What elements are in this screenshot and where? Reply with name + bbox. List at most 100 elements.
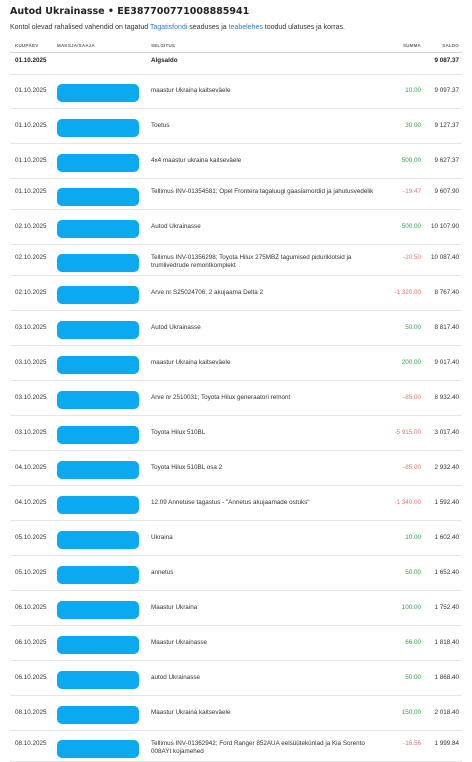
info-sheet-link[interactable]: teabelehes [228,24,263,31]
row-balance: 3 017.40 [424,415,462,451]
row-description: Maastur Ukraina [146,590,386,626]
row-sum: -18.56 [386,730,424,762]
row-balance: 1 818.40 [424,625,462,661]
table-row[interactable]: 06.10.2025 autod Ukrainasse 50.00 1 868.40 [10,660,462,696]
row-date: 02.10.2025 [10,209,52,245]
row-sum: -85.00 [386,380,424,416]
row-date: 02.10.2025 [10,244,52,276]
row-balance: 9 097.37 [424,74,462,109]
row-sum: 66.00 [386,625,424,661]
row-description: Autod Ukrainasse [146,310,386,346]
row-balance: 8 767.40 [424,275,462,311]
table-row[interactable]: 01.10.2025 maastur Ukraina kaitseväele 10.… [10,74,462,109]
payer-redaction-block [57,671,139,689]
row-date: 03.10.2025 [10,415,52,451]
table-row[interactable]: 03.10.2025 Arve nr 2510031; Toyota Hilux … [10,380,462,416]
row-balance: 8 817.40 [424,310,462,346]
row-date: 03.10.2025 [10,310,52,346]
transactions-table: KUUPÄEV MAKSJA/SAAJA SELGITUS SUMMA SALD… [10,40,462,762]
row-date: 01.10.2025 [10,178,52,210]
opening-balance-row: 01.10.2025 Algsaldo 9 087.37 [10,52,462,75]
payer-redaction-block [57,496,139,514]
table-row[interactable]: 03.10.2025 Toyota Hilux 510BL -5 915.00 3 0… [10,415,462,451]
row-payer [52,178,146,210]
table-row[interactable]: 01.10.2025 Tellimus INV-01354581; Opel Fr… [10,178,462,210]
table-row[interactable]: 03.10.2025 maastur Ukraina kaitseväele 200… [10,345,462,381]
row-payer [52,695,146,731]
row-balance: 10 087.40 [424,244,462,276]
opening-balance: 9 087.37 [424,52,462,75]
table-row[interactable]: 02.10.2025 Autod Ukrainasse 500.00 10 107.9… [10,209,462,245]
table-row[interactable]: 01.10.2025 Toetus 30.00 9 127.37 [10,108,462,144]
column-header-date: KUUPÄEV [10,40,52,53]
row-description-text: Tellimus INV-01356298; Toyota Hilux 275M… [151,254,352,270]
guarantee-fund-link[interactable]: Tagatisfondi [149,24,188,31]
payer-redaction-block [57,426,139,444]
payer-redaction-block [57,531,139,549]
table-row[interactable]: 05.10.2025 Ukraina 10.00 1 602.40 [10,520,462,556]
row-balance: 9 607.90 [424,178,462,210]
row-balance: 8 932.40 [424,380,462,416]
table-row[interactable]: 08.10.2025 Tellimus INV-01362942; Ford Ra… [10,730,462,762]
column-header-description: SELGITUS [146,40,386,53]
row-payer [52,143,146,179]
column-header-payer: MAKSJA/SAAJA [52,40,146,53]
payer-redaction-block [57,119,139,137]
row-description: Tellimus INV-01362942; Ford Ranger 852AU… [146,730,386,762]
table-row[interactable]: 06.10.2025 Maastur Ukrainasse 66.00 1 818.4… [10,625,462,661]
table-row[interactable]: 05.10.2025 annetus 50.00 1 652.40 [10,555,462,591]
payer-redaction-block [57,220,139,238]
row-date: 05.10.2025 [10,555,52,591]
payer-redaction-block [57,254,139,272]
table-row[interactable]: 02.10.2025 Tellimus INV-01356298; Toyota … [10,244,462,276]
payer-redaction-block [57,356,139,374]
table-row[interactable]: 02.10.2025 Arve nr S25024706, 2 akujaama … [10,275,462,311]
row-payer [52,244,146,276]
table-row[interactable]: 04.10.2025 Toyota Hilux 510BL osa 2 -85.00… [10,450,462,486]
table-row[interactable]: 08.10.2025 Maastur Ukraina kaitseväele 150… [10,695,462,731]
table-row[interactable]: 06.10.2025 Maastur Ukraina 100.00 1 752.40 [10,590,462,626]
payer-redaction-block [57,321,139,339]
table-row[interactable]: 03.10.2025 Autod Ukrainasse 50.00 8 817.40 [10,310,462,346]
row-description-text: annetus [151,569,174,576]
opening-payer [52,52,146,75]
row-description: 12.09 Annetuse tagastus - "Annetus akuja… [146,485,386,521]
row-sum: 10.00 [386,74,424,109]
payer-redaction-block [57,636,139,654]
row-date: 06.10.2025 [10,625,52,661]
row-payer [52,209,146,245]
row-balance: 1 592.40 [424,485,462,521]
row-date: 01.10.2025 [10,108,52,144]
column-header-balance: SALDO [424,40,462,53]
row-description: Toetus [146,108,386,144]
guarantee-note: Kontol olevad rahalised vahendid on taga… [10,24,462,31]
payer-redaction-block [57,566,139,584]
row-date: 01.10.2025 [10,143,52,179]
row-payer [52,74,146,109]
row-description-text: Arve nr 2510031; Toyota Hilux generaator… [151,394,291,401]
row-sum: 150.00 [386,695,424,731]
row-payer [52,310,146,346]
row-date: 06.10.2025 [10,660,52,696]
payer-redaction-block [57,286,139,304]
row-balance: 10 107.90 [424,209,462,245]
row-description: Arve nr S25024706, 2 akujaama Delta 2 [146,275,386,311]
row-date: 04.10.2025 [10,485,52,521]
row-description-text: Maastur Ukraina [151,604,198,611]
table-row[interactable]: 04.10.2025 12.09 Annetuse tagastus - "Ann… [10,485,462,521]
opening-label: Algsaldo [146,52,386,75]
row-sum: 500.00 [386,143,424,179]
table-row[interactable]: 01.10.2025 4x4 maastur ukraina kaitseväel… [10,143,462,179]
row-description: Toyota Hilux 510BL osa 2 [146,450,386,486]
row-description-text: Ukraina [151,534,173,541]
opening-sum [386,52,424,75]
row-sum: -1 320.00 [386,275,424,311]
row-payer [52,380,146,416]
row-date: 06.10.2025 [10,590,52,626]
row-date: 05.10.2025 [10,520,52,556]
row-balance: 2 932.40 [424,450,462,486]
row-date: 01.10.2025 [10,74,52,109]
row-description-text: autod Ukrainasse [151,674,201,681]
row-payer [52,660,146,696]
